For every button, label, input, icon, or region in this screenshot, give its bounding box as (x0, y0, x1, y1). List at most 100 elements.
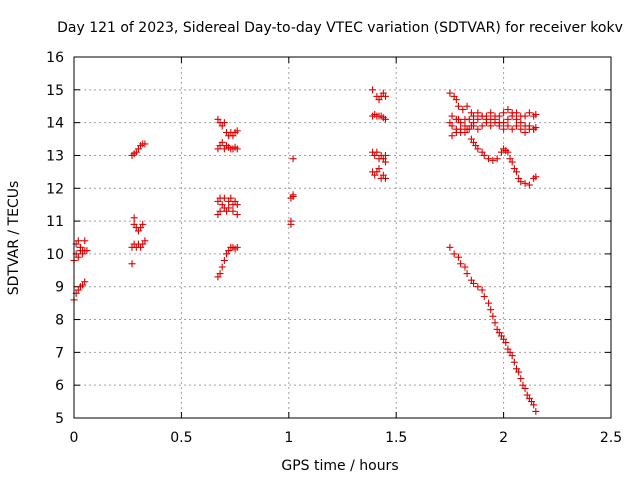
data-point (233, 201, 241, 209)
data-point (373, 148, 381, 156)
data-point (446, 243, 454, 251)
data-point (493, 155, 501, 163)
y-tick-label: 16 (46, 50, 64, 66)
data-point (461, 128, 469, 136)
data-point (532, 407, 540, 415)
data-point (517, 178, 525, 186)
data-point (289, 192, 297, 200)
data-point (448, 112, 456, 120)
data-point (474, 145, 482, 153)
data-point (457, 119, 465, 127)
axis-ticks: 0 0.5 1 1.5 2 2.5 5 6 7 8 9 10 11 12 13 14 15 16 (46, 50, 622, 446)
data-point (369, 86, 377, 94)
x-tick-label: 1 (284, 430, 293, 446)
data-point (141, 237, 149, 245)
data-point (287, 217, 295, 225)
data-point (83, 247, 91, 255)
data-point (128, 260, 136, 268)
data-point (504, 148, 512, 156)
data-point (218, 263, 226, 271)
data-point (521, 179, 529, 187)
data-point (381, 92, 389, 100)
data-point (512, 109, 520, 117)
y-axis-label: SDTVAR / TECUs (6, 181, 22, 296)
x-tick-label: 1.5 (385, 430, 407, 446)
data-point (491, 319, 499, 327)
data-point (218, 138, 226, 146)
x-tick-label: 2.5 (600, 430, 622, 446)
y-tick-label: 7 (55, 345, 64, 361)
data-point (525, 109, 533, 117)
data-point (508, 125, 516, 133)
data-point (74, 237, 82, 245)
data-point (448, 122, 456, 130)
data-point (517, 119, 525, 127)
data-point (504, 115, 512, 123)
y-tick-label: 10 (46, 247, 64, 263)
data-point (216, 207, 224, 215)
data-point (500, 119, 508, 127)
data-point (495, 112, 503, 120)
y-tick-label: 15 (46, 83, 64, 99)
data-point (216, 270, 224, 278)
data-point (452, 96, 460, 104)
y-tick-label: 13 (46, 148, 64, 164)
data-point (517, 125, 525, 133)
data-point (478, 122, 486, 130)
data-point (470, 122, 478, 130)
data-point (489, 312, 497, 320)
data-point (512, 168, 520, 176)
data-point (515, 368, 523, 376)
data-point (233, 127, 241, 135)
chart-title: Day 121 of 2023, Sidereal Day-to-day VTE… (57, 20, 623, 36)
x-tick-label: 0 (70, 430, 79, 446)
data-point (459, 106, 467, 114)
data-point (139, 220, 147, 228)
data-point (457, 125, 465, 133)
y-tick-label: 8 (55, 313, 64, 329)
data-point (381, 151, 389, 159)
data-point (220, 119, 228, 127)
data-point (504, 122, 512, 130)
data-point (512, 122, 520, 130)
data-point (508, 352, 516, 360)
data-point (487, 306, 495, 314)
data-point (225, 204, 233, 212)
data-point (452, 128, 460, 136)
data-point (485, 299, 493, 307)
data-point (233, 211, 241, 219)
data-point (480, 293, 488, 301)
data-point (446, 89, 454, 97)
data-point (463, 102, 471, 110)
data-point (450, 250, 458, 258)
data-point (482, 112, 490, 120)
data-point (512, 115, 520, 123)
data-points (70, 86, 540, 415)
data-point (130, 214, 138, 222)
data-point (461, 263, 469, 271)
data-point (521, 384, 529, 392)
data-point (233, 243, 241, 251)
data-point (502, 339, 510, 347)
data-point (470, 112, 478, 120)
data-point (487, 122, 495, 130)
data-point (521, 128, 529, 136)
grid (74, 57, 611, 418)
data-point (289, 155, 297, 163)
y-tick-label: 14 (46, 116, 64, 132)
data-point (508, 112, 516, 120)
data-point (454, 253, 462, 261)
x-tick-label: 0.5 (170, 430, 192, 446)
data-point (381, 174, 389, 182)
plot-frame (73, 56, 612, 419)
y-tick-label: 9 (55, 280, 64, 296)
data-point (457, 260, 465, 268)
data-point (500, 125, 508, 133)
data-point (448, 132, 456, 140)
data-point (532, 110, 540, 118)
data-point (220, 194, 228, 202)
data-point (517, 375, 525, 383)
data-point (487, 109, 495, 117)
x-axis-label: GPS time / hours (281, 458, 398, 474)
